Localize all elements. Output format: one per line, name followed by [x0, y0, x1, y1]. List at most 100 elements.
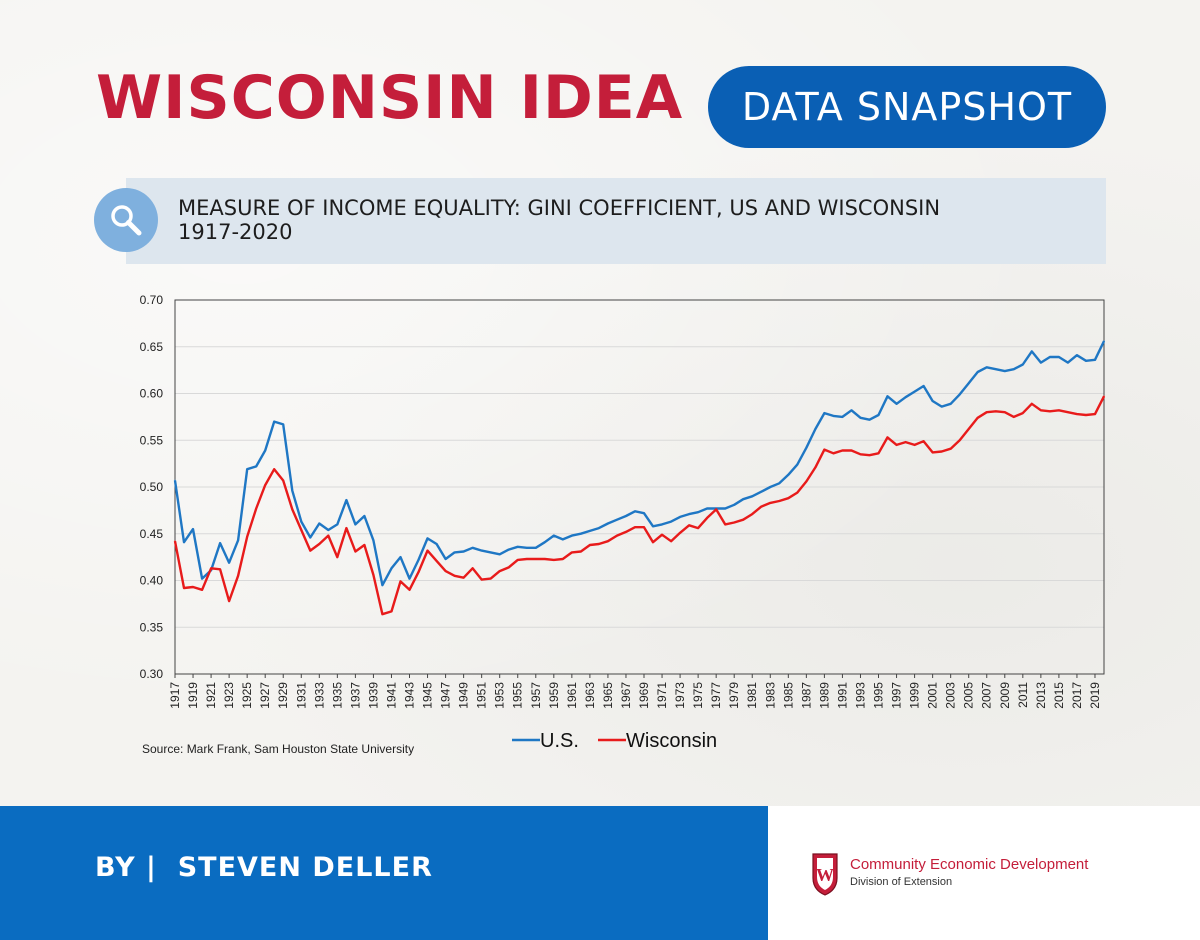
x-tick-label: 2009 [998, 682, 1012, 709]
x-tick-label: 1971 [655, 682, 669, 709]
data-point-us [327, 529, 330, 531]
x-tick-label: 1929 [276, 682, 290, 709]
x-tick-label: 1983 [763, 682, 777, 709]
x-tick-label: 2005 [962, 682, 976, 709]
x-tick-label: 1941 [384, 682, 398, 709]
data-point-wisconsin [643, 526, 645, 529]
data-point-us [498, 553, 501, 556]
data-point-wisconsin [940, 450, 943, 453]
data-point-us [1076, 354, 1078, 356]
x-tick-label: 1963 [583, 682, 597, 709]
data-point-wisconsin [1103, 395, 1105, 398]
data-point-us [886, 395, 889, 398]
data-point-wisconsin [652, 541, 654, 543]
data-point-wisconsin [985, 411, 988, 413]
y-tick-label: 0.40 [140, 574, 164, 588]
data-point-us [553, 534, 555, 537]
x-tick-label: 2001 [926, 682, 940, 709]
data-point-wisconsin [922, 440, 925, 442]
data-point-wisconsin [958, 439, 961, 442]
data-point-wisconsin [489, 577, 492, 580]
data-point-wisconsin [327, 534, 330, 537]
chart-source: Source: Mark Frank, Sam Houston State Un… [142, 742, 414, 756]
data-point-wisconsin [850, 449, 853, 452]
data-point-wisconsin [435, 560, 438, 562]
data-point-wisconsin [841, 449, 844, 452]
data-point-wisconsin [237, 575, 239, 577]
data-point-wisconsin [715, 508, 717, 511]
data-point-wisconsin [399, 580, 402, 583]
data-point-us [1003, 370, 1006, 372]
data-point-us [264, 449, 266, 452]
data-point-wisconsin [183, 587, 185, 589]
data-point-wisconsin [255, 507, 257, 510]
data-point-us [562, 538, 564, 541]
data-point-wisconsin [1094, 413, 1096, 415]
data-point-us [255, 465, 257, 468]
data-point-wisconsin [778, 500, 781, 502]
data-point-us [904, 396, 907, 399]
x-tick-label: 1995 [872, 682, 886, 709]
data-point-wisconsin [913, 444, 916, 446]
footer-logo-panel: W Community Economic Development Divisio… [768, 806, 1200, 940]
data-point-us [670, 520, 672, 523]
subtitle-banner: MEASURE OF INCOME EQUALITY: GINI COEFFIC… [126, 178, 1106, 264]
x-tick-label: 1931 [294, 682, 308, 709]
data-point-wisconsin [408, 589, 411, 591]
x-tick-label: 1969 [637, 682, 651, 709]
data-point-us [399, 556, 402, 558]
data-point-us [895, 402, 898, 405]
data-point-us [1103, 340, 1105, 342]
y-tick-label: 0.50 [140, 480, 164, 494]
data-point-wisconsin [192, 586, 194, 588]
data-point-wisconsin [381, 613, 384, 615]
data-point-wisconsin [877, 452, 880, 455]
data-point-wisconsin [1022, 412, 1024, 414]
x-tick-label: 1933 [312, 682, 326, 709]
data-point-wisconsin [1031, 402, 1033, 405]
data-point-wisconsin [553, 559, 555, 561]
data-point-wisconsin [571, 551, 573, 554]
data-point-wisconsin [589, 544, 591, 546]
data-point-us [507, 548, 510, 551]
x-tick-label: 1987 [799, 682, 813, 709]
data-point-wisconsin [1013, 416, 1015, 418]
x-tick-label: 1993 [853, 682, 867, 709]
data-point-us [408, 577, 411, 580]
x-tick-label: 1981 [745, 682, 759, 709]
data-point-wisconsin [282, 479, 285, 482]
data-point-us [228, 561, 230, 564]
gini-chart: 0.30 0.35 0.40 0.45 0.50 0.55 0.60 0.65 0.70 1917… [100, 280, 1120, 770]
x-tick-label: 1991 [835, 682, 849, 709]
data-point-us [742, 498, 745, 500]
data-point-us [390, 567, 393, 570]
data-point-us [724, 507, 726, 510]
data-point-wisconsin [814, 466, 817, 469]
data-point-us [345, 499, 348, 501]
x-tick-label: 1927 [258, 682, 272, 709]
data-point-wisconsin [471, 567, 474, 570]
data-point-wisconsin [336, 556, 339, 558]
data-point-us [931, 400, 934, 402]
data-point-us [201, 577, 203, 580]
data-point-wisconsin [679, 532, 681, 534]
y-tick-label: 0.55 [140, 433, 164, 447]
data-point-us [372, 539, 375, 542]
x-tick-label: 1979 [727, 682, 741, 709]
data-point-wisconsin [273, 468, 276, 471]
x-tick-label: 1945 [421, 682, 435, 709]
y-tick-label: 0.65 [140, 340, 164, 354]
x-tick-label: 1999 [908, 682, 922, 709]
data-point-us [174, 479, 176, 482]
x-tick-label: 1961 [565, 682, 579, 709]
data-point-wisconsin [543, 558, 546, 560]
data-point-wisconsin [832, 452, 835, 455]
x-tick-label: 2003 [944, 682, 958, 709]
data-point-us [435, 543, 438, 545]
data-point-us [949, 402, 952, 405]
data-point-wisconsin [426, 549, 429, 552]
data-point-wisconsin [796, 491, 799, 494]
x-tick-label: 1959 [547, 682, 561, 709]
data-point-us [489, 551, 492, 554]
x-tick-label: 1935 [330, 682, 344, 709]
